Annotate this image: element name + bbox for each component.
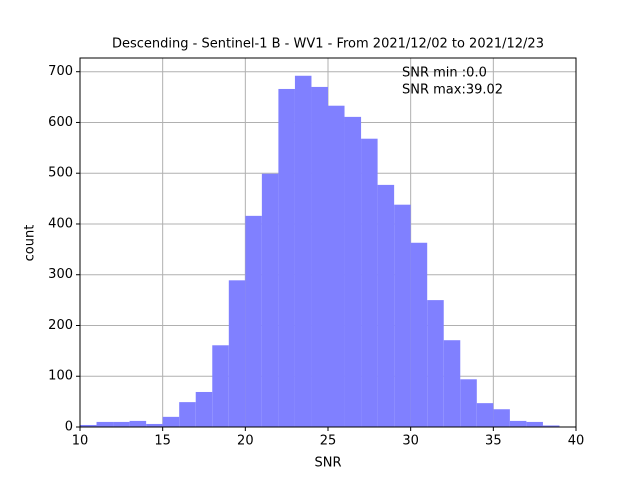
bar (294, 75, 312, 428)
y-tick-label: 500 (48, 166, 73, 181)
y-tick-label: 700 (48, 64, 73, 79)
y-tick-label: 400 (48, 216, 73, 231)
bar (410, 242, 428, 427)
x-tick-label: 20 (237, 434, 254, 449)
annotation: SNR min :0.0 (402, 66, 487, 81)
y-tick-label: 300 (48, 267, 73, 282)
x-tick-label: 40 (568, 434, 585, 449)
bar (113, 421, 130, 427)
plot-frame (79, 57, 577, 428)
x-axis-label: SNR (314, 456, 341, 471)
x-tick-label: 15 (154, 434, 171, 449)
x-tick-label: 30 (402, 434, 419, 449)
bar (261, 173, 279, 427)
y-tick-label: 600 (48, 115, 73, 130)
bar (245, 215, 262, 427)
bar (526, 421, 543, 427)
bar (195, 391, 213, 427)
bar (129, 420, 147, 427)
bar (509, 420, 527, 427)
bar (460, 379, 477, 427)
x-tick-label: 35 (485, 434, 502, 449)
y-tick-label: 200 (48, 318, 73, 333)
bar (493, 409, 510, 427)
bar (212, 345, 229, 427)
bar (162, 416, 180, 427)
y-axis-label: count (23, 225, 38, 262)
x-tick-label: 10 (72, 434, 89, 449)
y-tick-label: 100 (48, 369, 73, 384)
bar (146, 423, 163, 427)
annotation: SNR max:39.02 (402, 83, 503, 98)
x-tick-label: 25 (320, 434, 337, 449)
bar (80, 424, 97, 427)
bar (542, 425, 560, 427)
bar (377, 184, 395, 427)
bar (96, 421, 114, 427)
chart-title: Descending - Sentinel-1 B - WV1 - From 2… (112, 37, 544, 52)
bar (228, 280, 246, 427)
bar (311, 86, 328, 428)
bar (328, 105, 345, 427)
bar (179, 402, 196, 427)
bar (476, 403, 494, 427)
bar (278, 88, 295, 427)
bar (394, 204, 411, 427)
y-tick-label: 0 (65, 420, 73, 435)
bar (344, 116, 362, 428)
bar (427, 300, 444, 427)
bar (361, 138, 378, 428)
bar (443, 340, 461, 427)
